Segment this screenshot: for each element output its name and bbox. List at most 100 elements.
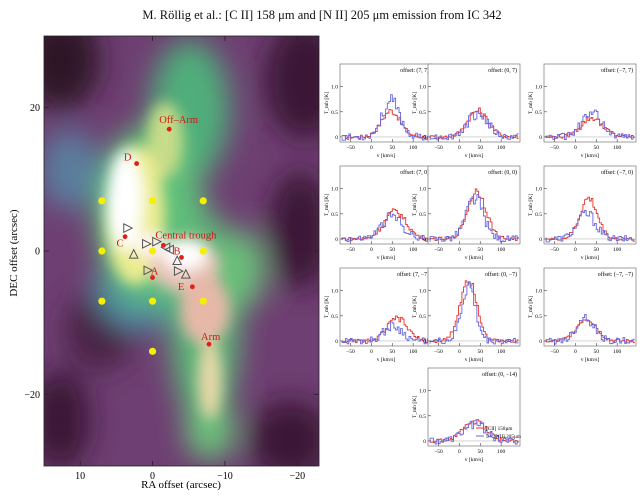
region-point — [206, 341, 212, 347]
page-title: M. Röllig et al.: [C II] 158 μm and [N I… — [142, 8, 502, 22]
spectrum-frame — [543, 165, 637, 245]
spectrum-ytick-label: 0 — [423, 439, 426, 445]
region-label: A — [151, 267, 159, 278]
spectrum-xlabel: v [km/s] — [377, 255, 396, 261]
spectrum-ytick-label: 1.0 — [535, 289, 542, 295]
spectrum-xtick-label: 100 — [497, 145, 506, 151]
spectrum-xtick-label: 100 — [409, 145, 418, 151]
legend-label: 5 × [NII] 205µm — [486, 434, 521, 440]
map-ytick-label: −20 — [24, 390, 40, 401]
spectrum-ytick-label: 0.5 — [535, 314, 542, 320]
spectrum-xtick-label: 0 — [370, 349, 373, 355]
spectrum-ytick-label: 1.0 — [331, 187, 338, 193]
nii-spectrum-line — [429, 194, 519, 243]
nii-spectrum-line — [429, 281, 519, 345]
spectrum-ylabel: T_mb [K] — [528, 194, 534, 216]
nii-spectrum-line — [341, 94, 431, 141]
observed-position — [148, 347, 157, 355]
spectra-grid: −50 0 50 100 0 0.5 1.0 v [km/s] T_mb [K] offset: … — [324, 63, 637, 463]
spectrum-xtick-label: 0 — [574, 349, 577, 355]
spectrum-xtick-label: 100 — [497, 349, 506, 355]
spectrum-xtick-label: −50 — [550, 247, 559, 253]
spectrum-ylabel: T_mb [K] — [324, 296, 330, 318]
region-label: Arm — [201, 332, 220, 343]
spectrum-ytick-label: 0.5 — [419, 414, 426, 420]
spectrum-xtick-label: −50 — [346, 247, 355, 253]
spectrum-ytick-label: 0.5 — [419, 314, 426, 320]
spectrum-panel: −50 0 50 100 0 0.5 1.0 v [km/s] T_mb [K] offset: … — [324, 165, 433, 261]
triangle-marker — [172, 254, 183, 266]
spectrum-frame — [427, 267, 521, 347]
spectrum-frame — [427, 63, 521, 143]
map-xtick-label: 0 — [150, 471, 155, 482]
cii-spectrum-line — [429, 280, 519, 343]
spectrum-xlabel: v [km/s] — [465, 153, 484, 159]
map-ytick-label: 0 — [35, 247, 40, 258]
triangle-marker — [163, 244, 174, 255]
spectrum-panel: −50 0 50 100 0 0.5 1.0 v [km/s] T_mb [K] offset: … — [412, 63, 521, 159]
spectrum-ytick-label: 1.0 — [419, 289, 426, 295]
nii-spectrum-line — [545, 210, 635, 243]
map-ylabel: DEC offset (arcsec) — [8, 209, 20, 296]
region-label: E — [178, 282, 184, 293]
spectrum-xtick-label: 0 — [458, 247, 461, 253]
spectrum-xtick-label: 0 — [458, 145, 461, 151]
spectrum-ylabel: T_mb [K] — [412, 296, 418, 318]
map-axes: 10 0 −10 −20 20 0 −20 — [24, 36, 319, 482]
spectrum-ytick-label: 0 — [423, 237, 426, 243]
region-point — [189, 284, 195, 290]
triangle-marker — [173, 266, 184, 277]
spectrum-frame — [339, 165, 433, 245]
spectrum-offset-label: offset: (7, −7) — [397, 271, 429, 278]
spectrum-xtick-label: −50 — [434, 145, 443, 151]
region-point — [179, 255, 184, 260]
spectrum-ylabel: T_mb [K] — [324, 92, 330, 114]
spectrum-offset-label: offset: (0, −7) — [485, 271, 517, 278]
spectrum-xtick-label: 100 — [409, 247, 418, 253]
spectrum-xtick-label: −50 — [346, 145, 355, 151]
observed-position — [199, 247, 207, 255]
spectrum-xtick-label: 50 — [390, 349, 396, 355]
spectrum-xtick-label: −50 — [550, 349, 559, 355]
region-label: D — [124, 153, 132, 164]
observed-position — [98, 297, 106, 305]
spectrum-ytick-label: 0 — [423, 339, 426, 345]
spectrum-frame — [543, 63, 637, 143]
spectrum-offset-label: offset: (7, 7) — [400, 67, 429, 74]
spectrum-panel: −50 0 50 100 0 0.5 1.0 v [km/s] T_mb [K] offset: … — [412, 367, 521, 463]
spectrum-ytick-label: 0.5 — [331, 110, 338, 116]
spectrum-offset-label: offset: (−7, 0) — [601, 169, 633, 176]
spectrum-ylabel: T_mb [K] — [528, 92, 534, 114]
spectrum-offset-label: offset: (−7, −7) — [598, 271, 633, 278]
spectrum-ytick-label: 0.5 — [419, 110, 426, 116]
spectrum-frame — [427, 367, 521, 447]
spectrum-xtick-label: 50 — [594, 145, 600, 151]
spectrum-ytick-label: 1.0 — [331, 85, 338, 91]
observed-position — [199, 297, 207, 305]
spectrum-ytick-label: 1.0 — [419, 389, 426, 395]
spectrum-offset-label: offset: (−7, 7) — [601, 67, 633, 74]
spectrum-xtick-label: 0 — [458, 449, 461, 455]
spectrum-panel: −50 0 50 100 0 0.5 1.0 v [km/s] T_mb [K] offset: … — [528, 165, 637, 261]
region-point — [150, 275, 155, 280]
spectrum-xlabel: v [km/s] — [377, 357, 396, 363]
spectrum-offset-label: offset: (0, 0) — [488, 169, 517, 176]
spectrum-panel: −50 0 50 100 0 0.5 1.0 v [km/s] T_mb [K] offset: … — [324, 63, 433, 159]
spectrum-panel: −50 0 50 100 0 0.5 1.0 v [km/s] T_mb [K] offset: … — [528, 267, 637, 363]
triangle-marker — [142, 238, 153, 249]
spectrum-ylabel: T_mb [K] — [412, 396, 418, 418]
region-label: C — [117, 239, 124, 250]
map-xtick-label: −10 — [217, 471, 233, 482]
spectrum-ytick-label: 1.0 — [331, 289, 338, 295]
spectrum-xtick-label: −50 — [434, 349, 443, 355]
spectrum-xtick-label: 50 — [478, 145, 484, 151]
spectrum-xtick-label: 100 — [497, 247, 506, 253]
spectrum-xtick-label: 100 — [497, 449, 506, 455]
spectrum-offset-label: offset: (0, 7) — [488, 67, 517, 74]
region-point — [161, 242, 166, 248]
spectrum-frame — [339, 63, 433, 143]
observed-position — [148, 247, 157, 255]
spectrum-xlabel: v [km/s] — [377, 153, 396, 159]
region-label: Off–Arm — [159, 115, 198, 126]
region-point — [122, 234, 128, 240]
